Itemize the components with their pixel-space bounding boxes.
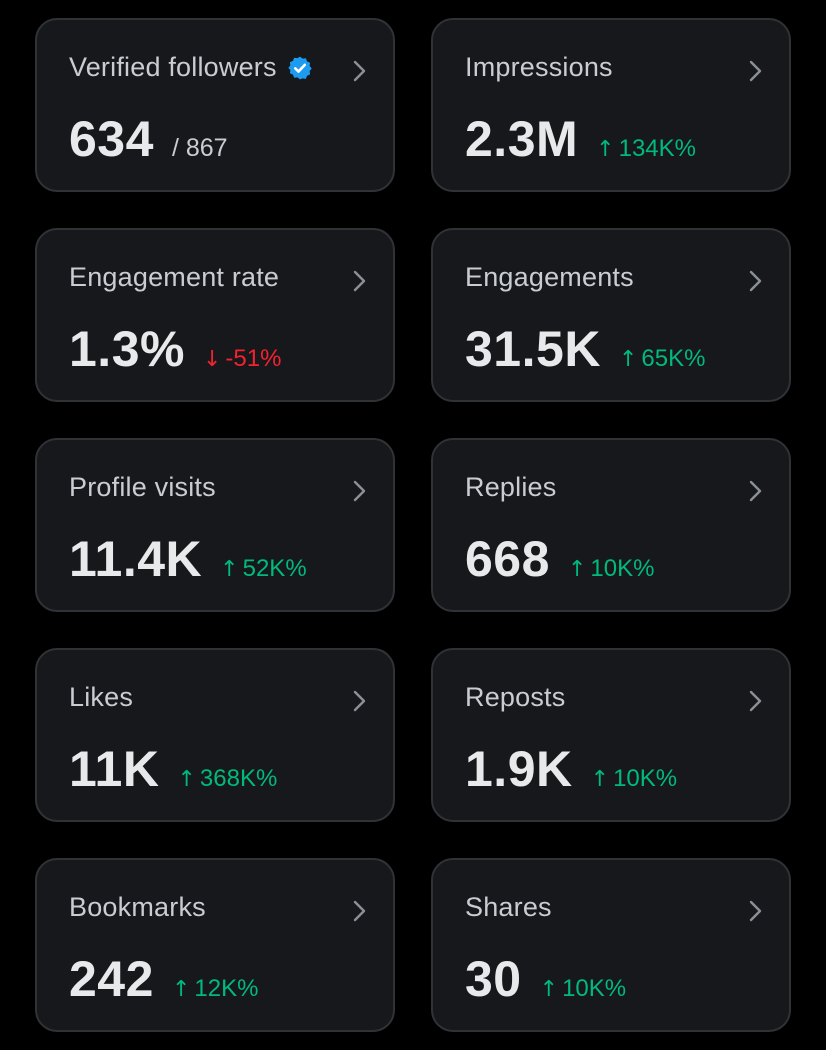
card-change-text: 12K% [194,975,259,1002]
arrow-up-icon: ↑ [596,137,615,162]
card-change-text: 10K% [613,765,678,792]
card-value-row: 11.4K ↑ 52K% [69,530,307,588]
card-change-text: -51% [225,345,282,372]
card-label: Reposts [465,682,566,712]
card-change-text: 368K% [199,765,278,792]
chevron-right-icon [749,60,762,82]
card-change: ↑ 368K% [177,765,277,793]
card-change-text: 10K% [562,975,627,1002]
card-value-row: 634 / 867 [69,110,228,168]
card-change: ↑ 65K% [619,345,705,373]
card-change: ↑ 134K% [596,135,696,163]
arrow-up-icon: ↑ [539,977,559,1002]
card-value: 30 [465,951,522,1007]
card-label-text: Verified followers [69,52,277,82]
card-verified-followers[interactable]: Verified followers 634 / 867 [35,18,395,192]
card-likes[interactable]: Likes 11K ↑ 368K% [35,648,395,822]
card-value-row: 1.9K ↑ 10K% [465,740,677,798]
card-change-text: 134K% [618,135,696,162]
chevron-right-icon [353,690,366,712]
arrow-up-icon: ↑ [567,557,587,582]
card-label: Profile visits [69,472,216,502]
card-value: 634 [69,111,154,167]
card-value: 242 [69,951,154,1007]
card-value: 1.9K [465,741,573,797]
card-change-text: 52K% [242,555,307,582]
card-value: 2.3M [465,111,579,167]
card-value-row: 31.5K ↑ 65K% [465,320,705,378]
arrow-up-icon: ↑ [220,557,239,582]
arrow-up-icon: ↑ [171,977,191,1002]
card-label: Verified followers [69,52,313,83]
card-change: ↑ 10K% [591,765,677,793]
card-change: ↓ -51% [203,345,281,373]
card-value: 668 [465,531,550,587]
card-change-text: 10K% [590,555,655,582]
card-change: ↑ 10K% [568,555,654,583]
chevron-right-icon [353,480,366,502]
card-value-row: 1.3% ↓ -51% [69,320,281,378]
card-label: Likes [69,682,134,712]
card-change: ↑ 12K% [172,975,258,1003]
card-change-text: 65K% [641,345,706,372]
card-value: 11K [69,741,160,797]
card-impressions[interactable]: Impressions 2.3M ↑ 134K% [431,18,791,192]
card-label: Replies [465,472,557,502]
card-label: Engagements [465,262,634,292]
card-value-row: 11K ↑ 368K% [69,740,277,798]
card-value: 1.3% [69,321,185,377]
card-label: Engagement rate [69,262,280,292]
card-engagements[interactable]: Engagements 31.5K ↑ 65K% [431,228,791,402]
card-value-row: 2.3M ↑ 134K% [465,110,696,168]
card-shares[interactable]: Shares 30 ↑ 10K% [431,858,791,1032]
card-value: 11.4K [69,531,203,587]
card-replies[interactable]: Replies 668 ↑ 10K% [431,438,791,612]
card-bookmarks[interactable]: Bookmarks 242 ↑ 12K% [35,858,395,1032]
card-value-row: 242 ↑ 12K% [69,950,258,1008]
card-value: 31.5K [465,321,601,377]
card-label: Bookmarks [69,892,206,922]
card-change: ↑ 10K% [540,975,626,1003]
chevron-right-icon [749,270,762,292]
card-change: ↑ 52K% [220,555,306,583]
chevron-right-icon [353,900,366,922]
chevron-right-icon [353,270,366,292]
arrow-down-icon: ↓ [202,347,222,372]
chevron-right-icon [749,900,762,922]
chevron-right-icon [749,690,762,712]
card-reposts[interactable]: Reposts 1.9K ↑ 10K% [431,648,791,822]
arrow-up-icon: ↑ [618,347,638,372]
verified-badge-icon [288,56,312,79]
arrow-up-icon: ↑ [590,767,610,792]
card-value-row: 668 ↑ 10K% [465,530,654,588]
card-label: Shares [465,892,552,922]
card-label: Impressions [465,52,613,82]
chevron-right-icon [749,480,762,502]
chevron-right-icon [353,60,366,82]
card-subvalue: / 867 [171,134,228,162]
card-value-row: 30 ↑ 10K% [465,950,626,1008]
arrow-up-icon: ↑ [177,767,196,792]
card-profile-visits[interactable]: Profile visits 11.4K ↑ 52K% [35,438,395,612]
card-engagement-rate[interactable]: Engagement rate 1.3% ↓ -51% [35,228,395,402]
